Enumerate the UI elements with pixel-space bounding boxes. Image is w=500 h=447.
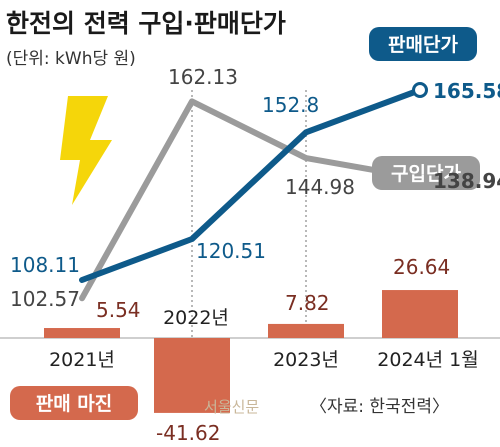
legend-sell-label: 판매단가: [388, 34, 458, 56]
lightning-bolt-icon: [60, 96, 112, 205]
sell-label-2023: 152.8: [262, 93, 319, 117]
buy-label-2024: 138.94: [433, 169, 500, 193]
price-lines: [79, 87, 423, 302]
margin-bar-2: [268, 323, 344, 338]
margin-bars: [44, 290, 458, 413]
x-tick-2021: 2021년: [49, 349, 115, 371]
legend-buy-label: 구입단가: [391, 163, 461, 185]
sell-label-2024: 165.58: [433, 79, 500, 103]
margin-label-2022: -41.62: [156, 421, 220, 445]
margin-label-2024: 26.64: [393, 255, 450, 279]
margin-bar-1: [154, 338, 230, 413]
margin-label-2021: 5.54: [96, 298, 141, 322]
x-tick-2022: 2022년: [163, 307, 229, 329]
buy-label-2022: 162.13: [168, 65, 238, 89]
legend-buy-box: [372, 156, 480, 190]
legend-margin-label: 판매 마진: [36, 393, 113, 415]
legend-margin-box: [10, 386, 138, 420]
x-tick-2024-jan: 2024년 1월: [377, 349, 478, 371]
margin-bar-3: [382, 290, 458, 338]
legend-sell-box: [369, 27, 477, 61]
sell-price-line: [79, 87, 423, 283]
watermark: 서울신문: [204, 398, 259, 416]
buy-label-2023: 144.98: [285, 175, 355, 199]
buy-price-line: [79, 98, 423, 302]
buy-label-2021: 102.57: [10, 287, 80, 311]
sell-label-2021: 108.11: [10, 253, 80, 277]
sell-point-2024: [412, 82, 428, 98]
margin-bar-0: [44, 328, 120, 338]
sell-label-2022: 120.51: [196, 239, 266, 263]
chart-title: 한전의 전력 구입·판매단가: [6, 9, 286, 38]
margin-label-2023: 7.82: [285, 291, 330, 315]
source-credit: 〈자료: 한국전력〉: [310, 397, 449, 417]
x-tick-2023: 2023년: [273, 349, 339, 371]
unit-note: (단위: kWh당 원): [6, 49, 136, 69]
